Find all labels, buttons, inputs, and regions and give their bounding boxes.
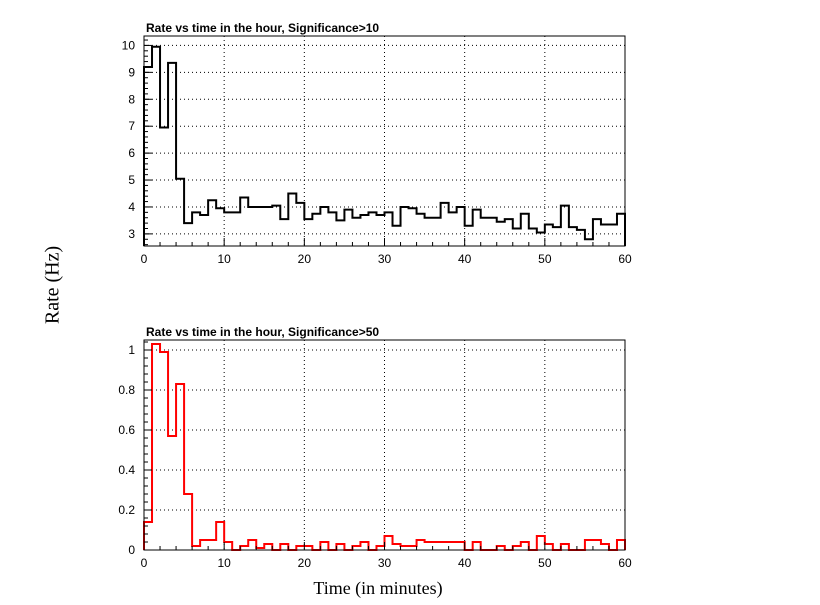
chart1-y-tick-label: 5 <box>128 173 135 187</box>
chart1-y-tick-label: 3 <box>128 227 135 241</box>
chart1-x-tick-label: 50 <box>538 252 552 266</box>
chart1-x-tick-label: 10 <box>217 252 231 266</box>
chart1-y-tick-label: 8 <box>128 92 135 106</box>
chart2-x-tick-label: 0 <box>141 556 148 570</box>
chart2-y-tick-label: 0.4 <box>118 463 135 477</box>
chart2-y-tick-label: 0 <box>128 543 135 557</box>
x-axis-title: Time (in minutes) <box>313 578 443 598</box>
chart2-x-tick-label: 10 <box>217 556 231 570</box>
chart1-title: Rate vs time in the hour, Significance>1… <box>146 21 379 35</box>
chart1-y-tick-label: 7 <box>128 119 135 133</box>
chart2-x-tick-label: 60 <box>618 556 632 570</box>
chart1-y-tick-label: 4 <box>128 200 135 214</box>
chart2-series-line <box>143 343 626 551</box>
chart1-series-line <box>143 45 626 246</box>
chart2-y-tick-label: 0.6 <box>118 423 135 437</box>
chart1-x-tick-label: 30 <box>378 252 392 266</box>
chart1-x-tick-label: 60 <box>618 252 632 266</box>
chart2-x-tick-label: 50 <box>538 556 552 570</box>
chart2-y-tick-label: 0.8 <box>118 383 135 397</box>
chart1-y-tick-label: 10 <box>122 38 136 52</box>
chart2-x-tick-label: 20 <box>298 556 312 570</box>
chart2-y-tick-label: 0.2 <box>118 503 135 517</box>
chart2-y-tick-label: 1 <box>128 343 135 357</box>
chart2-title: Rate vs time in the hour, Significance>5… <box>146 325 379 339</box>
chart2-x-tick-label: 40 <box>458 556 472 570</box>
y-axis-title: Rate (Hz) <box>41 245 64 325</box>
chart1-x-tick-label: 0 <box>141 252 148 266</box>
chart1-x-tick-label: 20 <box>298 252 312 266</box>
chart1-x-tick-label: 40 <box>458 252 472 266</box>
chart1-y-tick-label: 6 <box>128 146 135 160</box>
chart1-y-tick-label: 9 <box>128 65 135 79</box>
chart2-x-tick-label: 30 <box>378 556 392 570</box>
